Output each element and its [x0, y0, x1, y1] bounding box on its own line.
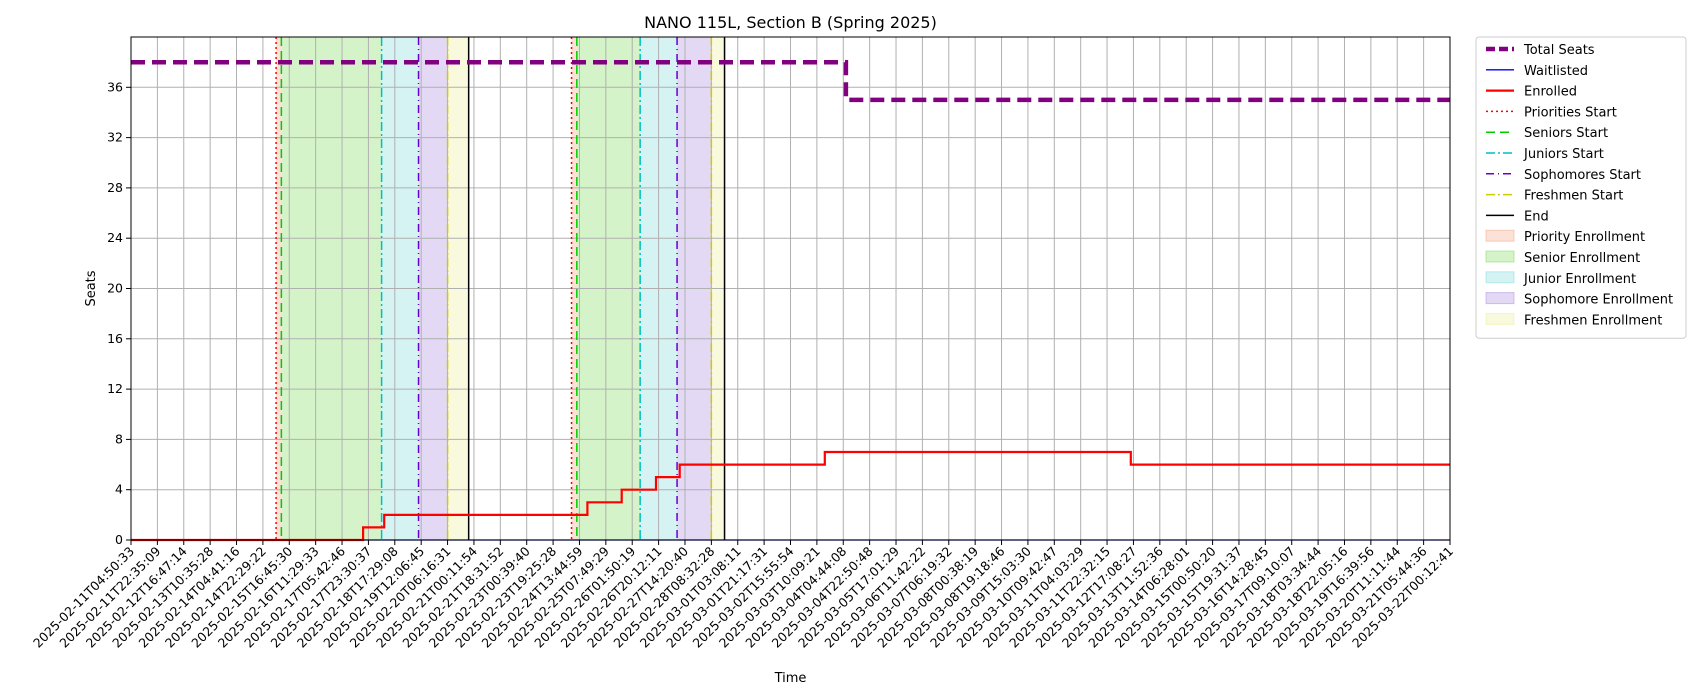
series-total-seats	[131, 59, 1450, 103]
y-tick-label: 20	[107, 281, 123, 296]
legend-label-senior-enrollment: Senior Enrollment	[1524, 251, 1640, 266]
legend: Total Seats Waitlisted Enrolled Priorities …	[1475, 36, 1687, 339]
y-tick-label: 12	[107, 381, 123, 396]
phase-markers	[275, 37, 726, 540]
y-tick-label: 16	[107, 331, 123, 346]
legend-label-junior-enrollment: Junior Enrollment	[1523, 272, 1636, 287]
legend-label-juniors-start: Juniors Start	[1523, 147, 1604, 162]
legend-swatch-senior-enrollment	[1485, 250, 1515, 263]
legend-label-sophomore-enrollment: Sophomore Enrollment	[1524, 293, 1673, 308]
legend-label-waitlisted: Waitlisted	[1524, 64, 1588, 79]
legend-frame	[1475, 36, 1687, 339]
y-tick-label: 8	[115, 431, 123, 446]
y-tick-label: 24	[107, 230, 123, 245]
legend-swatch-freshmen-enrollment	[1485, 312, 1515, 325]
y-tick-label: 4	[115, 482, 123, 497]
legend-label-total-seats: Total Seats	[1523, 43, 1595, 58]
legend-label-freshmen-enrollment: Freshmen Enrollment	[1524, 313, 1662, 328]
legend-label-priority-enrollment: Priority Enrollment	[1524, 230, 1645, 245]
legend-label-freshmen-start: Freshmen Start	[1524, 189, 1623, 204]
y-tick-label: 32	[107, 130, 123, 145]
legend-label-sophomores-start: Sophomores Start	[1524, 168, 1641, 183]
series-enrolled	[131, 450, 1450, 542]
x-axis-title: Time	[774, 671, 807, 686]
legend-label-seniors-start: Seniors Start	[1524, 126, 1608, 141]
y-axis-title: Seats	[84, 270, 99, 306]
chart-title: NANO 115L, Section B (Spring 2025)	[644, 13, 937, 32]
y-tick-label: 0	[115, 532, 123, 547]
legend-label-enrolled: Enrolled	[1524, 85, 1577, 100]
legend-swatch-junior-enrollment	[1485, 271, 1515, 284]
legend-label-priorities-start: Priorities Start	[1524, 105, 1617, 120]
y-tick-label: 28	[107, 180, 123, 195]
legend-swatch-priority-enrollment	[1485, 229, 1515, 242]
y-tick-label: 36	[107, 79, 123, 94]
legend-label-end: End	[1524, 209, 1549, 224]
legend-swatch-sophomore-enrollment	[1485, 292, 1515, 305]
axes: 048121620242832362025-02-11T04:50:332025…	[30, 79, 1456, 650]
